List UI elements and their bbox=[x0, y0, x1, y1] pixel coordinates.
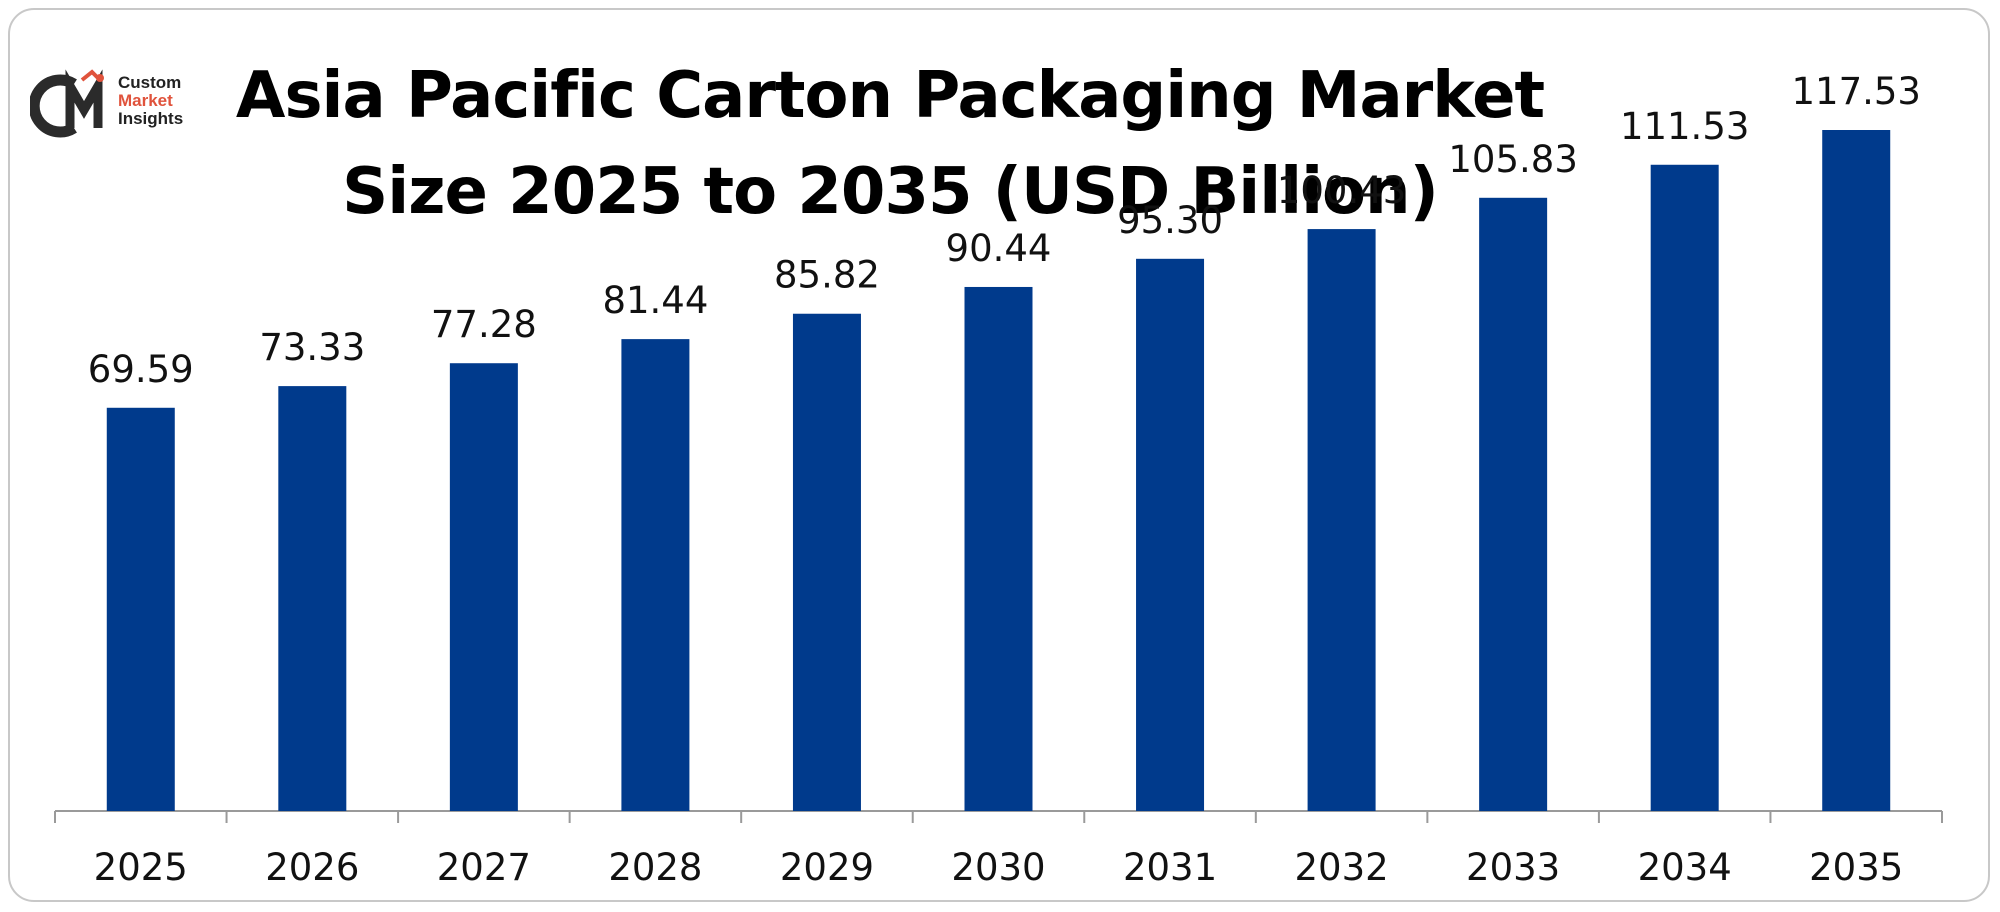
cmi-logo-icon bbox=[28, 69, 104, 138]
x-tick-label-2028: 2028 bbox=[608, 846, 702, 889]
x-tick-label-2033: 2033 bbox=[1466, 846, 1560, 889]
bar-2028 bbox=[621, 339, 690, 811]
x-tick-label-2030: 2030 bbox=[951, 846, 1045, 889]
data-label-2029: 85.82 bbox=[774, 254, 880, 297]
data-label-2034: 111.53 bbox=[1620, 105, 1749, 148]
data-label-2033: 105.83 bbox=[1448, 138, 1577, 181]
x-tick-label-2026: 2026 bbox=[265, 846, 359, 889]
bar-2025 bbox=[106, 407, 175, 811]
data-label-2031: 95.30 bbox=[1117, 199, 1223, 242]
data-label-2025: 69.59 bbox=[88, 348, 194, 391]
data-label-2035: 117.53 bbox=[1791, 70, 1920, 113]
data-label-2030: 90.44 bbox=[946, 227, 1052, 270]
bar-2033 bbox=[1479, 197, 1548, 811]
data-label-2028: 81.44 bbox=[602, 279, 708, 322]
bar-2027 bbox=[449, 363, 518, 811]
chart-title: Asia Pacific Carton Packaging Market Siz… bbox=[235, 59, 1545, 229]
x-tick-label-2027: 2027 bbox=[437, 846, 531, 889]
x-tick-label-2035: 2035 bbox=[1809, 846, 1903, 889]
logo-line-market: Market bbox=[118, 91, 173, 110]
x-tick-label-2025: 2025 bbox=[94, 846, 188, 889]
data-label-2027: 77.28 bbox=[431, 303, 537, 346]
bar-2032 bbox=[1307, 229, 1376, 812]
data-label-2032: 100.43 bbox=[1277, 169, 1406, 212]
x-tick-label-2031: 2031 bbox=[1123, 846, 1217, 889]
logo-wordmark: Custom Market Insights bbox=[118, 74, 183, 128]
logo-line-custom: Custom bbox=[118, 73, 182, 92]
bar-2026 bbox=[278, 386, 347, 811]
data-label-2026: 73.33 bbox=[259, 326, 365, 369]
bar-2035 bbox=[1822, 130, 1891, 811]
logo-line-insights: Insights bbox=[118, 109, 184, 128]
bar-2031 bbox=[1136, 258, 1205, 811]
x-tick-label-2029: 2029 bbox=[780, 846, 874, 889]
bar-2034 bbox=[1650, 164, 1719, 811]
company-logo: Custom Market Insights bbox=[28, 62, 210, 142]
bar-2029 bbox=[792, 313, 861, 811]
x-tick-label-2032: 2032 bbox=[1295, 846, 1389, 889]
bar-2030 bbox=[964, 286, 1033, 811]
x-tick-label-2034: 2034 bbox=[1638, 846, 1732, 889]
